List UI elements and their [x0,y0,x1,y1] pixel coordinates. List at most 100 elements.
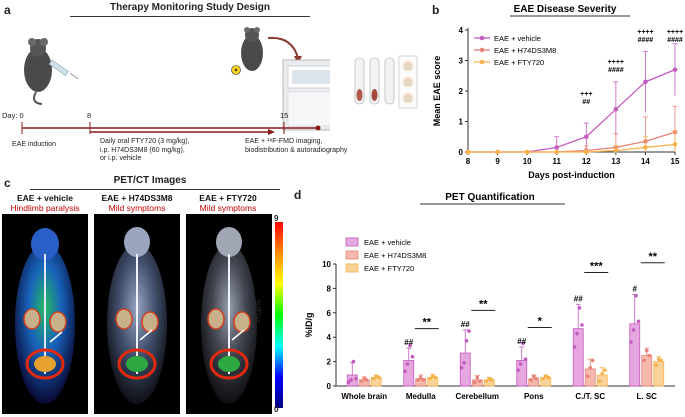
event-treatment-line: i.p. H74DS3M8 (60 mg/kg), [100,146,185,154]
color-scale-min: 0 [274,405,279,414]
event-imaging: EAE + ¹⁸F-FMD imaging, biodistribution &… [245,138,347,155]
pet-scanner-icon [282,59,330,131]
chart-d-data-point [462,361,466,365]
chart-b-data-point [613,107,619,112]
mouse-icon [24,38,52,105]
panel-d-letter: d [294,188,302,202]
chart-b-legend-marker [479,35,485,41]
cond-vehicle-label: EAE + vehicle [17,193,73,203]
color-scale-label: %ID/g [253,300,262,323]
panel-c-letter: c [4,176,11,190]
mouse-icon [241,27,263,71]
cond-vehicle-status: Hindlimb paralysis [10,203,80,213]
chart-d-data-point [359,379,364,383]
chart-d-data-point [531,374,536,379]
event-imaging-line: biodistribution & autoradiography [245,146,348,154]
chart-d-hash-label: ## [574,294,583,303]
chart-d-data-point [590,358,595,363]
event-induction: EAE induction [12,141,56,148]
chart-d-data-point [636,319,641,324]
chart-d-data-point [346,380,351,385]
day-15-label: 15 [280,111,289,120]
chart-d-significance-label: ** [479,298,488,310]
cond-fty-status: Mild symptoms [199,203,257,213]
slide-icon [398,55,418,109]
chart-b-title: EAE Disease Severity [514,4,617,15]
chart-b-legend-marker [479,59,485,65]
chart-d-data-point [477,379,482,383]
chart-d-data-point [541,376,546,381]
chart-d-category-label: Cerebellum [455,392,499,401]
tube-icon [369,57,380,105]
syringe-icon [48,59,79,80]
chart-b-significance-label: #### [667,37,683,44]
chart-b-legend-label: EAE + FTY720 [494,58,544,67]
tube-icon [354,57,365,105]
chart-d-data-point [602,368,607,372]
pet-image-fty [186,214,272,414]
chart-d-data-point [516,368,520,372]
panel-a-letter: a [4,3,11,17]
chart-d-data-point [475,375,480,380]
chart-b-legend-label: EAE + H74DS3M8 [494,46,556,55]
chart-d-legend-swatch [345,263,359,273]
pet-image-h74 [94,214,180,414]
chart-d-data-point [403,369,407,374]
chart-d-title: PET Quantification [445,192,534,203]
chart-d-data-point [376,375,381,380]
chart-d-data-point [523,357,528,361]
chart-d-data-point [464,339,469,343]
chart-d-data-point [428,376,433,381]
chart-d-data-point [647,353,652,358]
chart-b-data-point [672,67,678,72]
color-scale-bar [275,222,283,408]
chart-d-hash-label: ## [461,320,470,329]
chart-d-data-point [575,331,579,336]
biodistribution-illustration [354,55,418,109]
chart-d-data-point [467,329,471,333]
arrow-icon [267,36,299,59]
chart-d-bar [629,323,641,387]
chart-b-x-tick-label: 14 [641,157,650,166]
chart-d-data-point [349,378,353,382]
chart-b-x-tick-label: 11 [552,157,561,166]
color-scale-max: 9 [274,214,279,223]
chart-b-data-point [554,149,560,155]
chart-b-y-tick-label: 0 [459,148,464,157]
chart-b-significance-label: ++++ [608,59,624,66]
chart-d-category-label: Whole brain [341,392,387,401]
timeline-end-dot [315,125,321,131]
chart-d-data-point [421,378,426,382]
chart-b-x-tick-label: 13 [611,157,620,166]
chart-d-y-tick-label: 10 [322,260,331,269]
day-8-label: 8 [87,111,92,120]
chart-b-y-tick-label: 2 [459,87,464,96]
chart-d-y-tick-label: 0 [327,382,332,391]
chart-d-legend-label: EAE + vehicle [364,238,411,247]
chart-d-data-point [585,374,590,379]
panel-a-title: Therapy Monitoring Study Design [109,2,270,13]
chart-d-data-point [654,363,659,368]
chart-b-y-tick-label: 1 [459,118,464,127]
chart-d-data-point [577,306,582,310]
timeline [21,122,321,135]
chart-d-data-point [588,365,593,370]
chart-b-data-point [583,149,589,155]
chart-d-legend-swatch [345,237,359,247]
chart-b-significance-label: ++++ [637,29,653,36]
chart-d-data-point [534,376,539,381]
treatment-arrow-head-icon [268,129,275,135]
chart-b-significance-label: #### [608,67,624,74]
chart-b-x-tick-label: 8 [466,157,471,166]
chart-b-data-point [643,79,648,85]
chart-d-data-point [405,362,410,366]
chart-d-category-label: C./T. SC [575,392,605,401]
chart-d-data-point [354,376,358,381]
chart-d-significance-label: * [538,315,543,327]
chart-d-category-label: Medulla [406,392,436,401]
chart-d-legend-swatch [345,250,359,260]
event-treatment-line: or i.p. vehicle [100,155,142,162]
chart-d-hash-label: ## [517,337,526,346]
panel-c-title-underline [30,189,280,190]
